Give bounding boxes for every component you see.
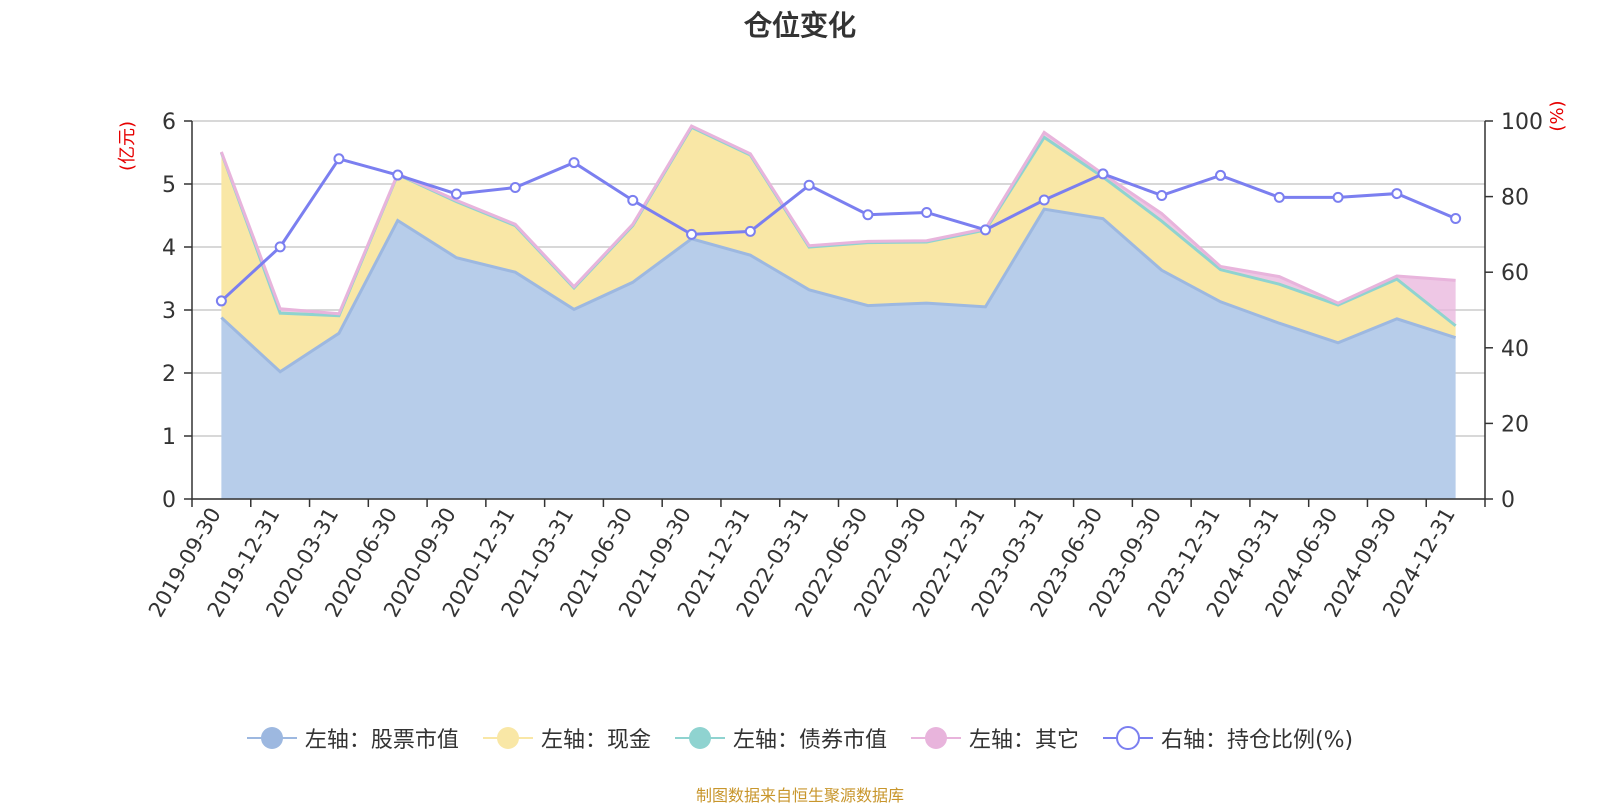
ratio-point	[862, 209, 874, 221]
ratio-point	[450, 188, 462, 200]
left-axis-tick-label: 5	[162, 173, 176, 198]
ratio-point	[686, 228, 698, 240]
right-axis-tick-label: 20	[1501, 412, 1529, 437]
legend-marker-icon	[1102, 726, 1153, 750]
legend-label: 左轴：债券市值	[732, 728, 887, 753]
ratio-line	[220, 157, 1457, 303]
legend: 左轴：股票市值 左轴：现金 左轴：债券市值 左轴：其它 右轴：持仓比例(%)	[0, 722, 1600, 754]
chart-title: 仓位变化	[743, 9, 856, 42]
ratio-point	[1332, 191, 1344, 203]
left-axis-tick-label: 4	[162, 236, 176, 261]
ratio-point	[1097, 168, 1109, 180]
legend-marker-icon	[910, 727, 961, 749]
ratio-point	[392, 169, 404, 181]
legend-item[interactable]: 左轴：现金	[482, 722, 651, 754]
ratio-point	[921, 206, 933, 218]
ratio-point	[1273, 191, 1285, 203]
left-axis-tick-label: 1	[162, 425, 176, 450]
ratio-point	[803, 179, 815, 191]
right-axis-tick-label: 80	[1501, 186, 1529, 211]
left-axis-tick-label: 3	[162, 299, 176, 324]
left-axis-tick-label: 0	[162, 488, 176, 513]
ratio-point	[1450, 213, 1462, 225]
legend-label: 左轴：股票市值	[304, 728, 459, 753]
right-axis-unit: (%)	[1547, 100, 1568, 131]
ratio-point	[627, 194, 639, 206]
right-axis-tick-label: 40	[1501, 337, 1529, 362]
legend-item[interactable]: 左轴：其它	[910, 722, 1079, 754]
stock-line	[220, 207, 1457, 374]
legend-item[interactable]: 右轴：持仓比例(%)	[1102, 722, 1354, 754]
left-axis-unit: (亿元)	[117, 121, 138, 171]
ratio-point	[274, 241, 286, 253]
ratio-point	[568, 157, 580, 169]
ratio-point	[1156, 189, 1168, 201]
source-note: 制图数据来自恒生聚源数据库	[695, 786, 904, 805]
ratio-point	[1038, 194, 1050, 206]
legend-marker-icon	[674, 727, 725, 749]
legend-item[interactable]: 左轴：债券市值	[674, 722, 887, 754]
legend-marker-icon	[482, 727, 533, 749]
legend-item[interactable]: 左轴：股票市值	[246, 722, 459, 754]
ratio-point	[509, 182, 521, 194]
right-axis-tick-label: 100	[1501, 110, 1543, 135]
cash-area	[221, 127, 1456, 372]
ratio-point	[744, 225, 756, 237]
legend-label: 左轴：现金	[540, 728, 651, 753]
ratio-point	[333, 153, 345, 165]
ratio-point	[979, 224, 991, 236]
other-line	[219, 124, 1456, 316]
legend-label: 左轴：其它	[968, 728, 1079, 753]
ratio-point	[215, 295, 227, 307]
legend-marker-icon	[246, 727, 297, 749]
ratio-point	[1215, 169, 1227, 181]
right-axis-tick-label: 60	[1501, 261, 1529, 286]
ratio-point	[1391, 188, 1403, 200]
left-axis-tick-label: 2	[162, 362, 176, 387]
legend-label: 右轴：持仓比例(%)	[1160, 728, 1354, 753]
right-axis-tick-label: 0	[1501, 488, 1515, 513]
left-axis-tick-label: 6	[162, 110, 176, 135]
